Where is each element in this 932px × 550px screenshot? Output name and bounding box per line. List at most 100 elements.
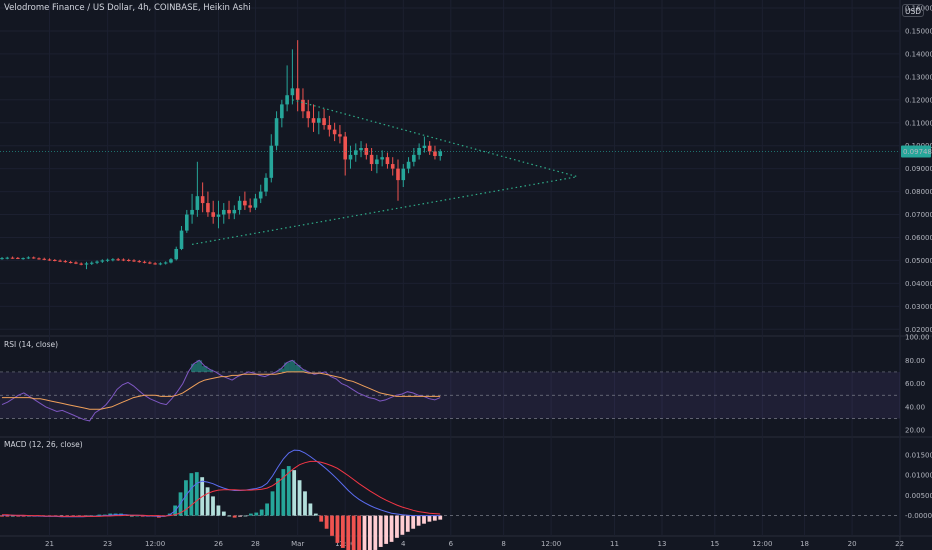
candle (16, 257, 20, 259)
candle (290, 88, 295, 96)
time-tick-label: 4 (401, 540, 406, 548)
rsi-overbought-fill (196, 360, 202, 372)
candle (253, 198, 258, 208)
macd-histogram-bar (362, 515, 367, 550)
macd-histogram-bar (10, 515, 15, 517)
macd-histogram-bar (427, 515, 432, 522)
candle (221, 209, 226, 215)
candle (237, 200, 242, 210)
time-tick-label: 12:00 (752, 540, 772, 548)
macd-histogram-bar (238, 515, 242, 517)
macd-histogram-bar (292, 470, 297, 516)
price-tick-label: 0.13000 (905, 73, 932, 81)
candle (100, 260, 105, 262)
candle (195, 196, 200, 210)
price-tick-label: 0.09000 (905, 165, 932, 173)
macd-histogram-bar (330, 515, 334, 536)
time-tick-label: 26 (214, 540, 223, 548)
candle (148, 262, 152, 264)
candle (301, 99, 305, 112)
macd-histogram-bar (184, 480, 188, 516)
macd-histogram-bar (346, 515, 351, 550)
time-tick-label: 12:00 (541, 540, 561, 548)
rsi-overbought-fill (289, 360, 296, 372)
candle (53, 259, 57, 261)
macd-histogram-bar (378, 515, 383, 547)
candle (264, 177, 268, 192)
price-tick-label: 0.16000 (905, 5, 932, 13)
macd-histogram-bar (368, 515, 372, 550)
macd-histogram-bar (129, 515, 134, 517)
candle (306, 111, 311, 119)
candle (111, 259, 115, 261)
candle (396, 168, 400, 181)
candle (68, 262, 73, 264)
pattern-upper-line (292, 99, 578, 178)
candle (200, 196, 205, 204)
candle (269, 145, 274, 178)
candle (121, 259, 126, 261)
candle (132, 260, 136, 262)
macd-histogram-bar (432, 515, 437, 521)
candle (116, 259, 120, 261)
candle (380, 157, 384, 160)
rsi-overbought-fill (284, 362, 290, 372)
chart-title: Velodrome Finance / US Dollar, 4h, COINB… (4, 3, 251, 13)
macd-histogram-bar (389, 515, 394, 542)
candle (190, 209, 194, 215)
candle (37, 258, 41, 260)
macd-tick-label: 0.01500 (905, 451, 932, 459)
macd-histogram-bar (232, 515, 237, 518)
rsi-tick-label: 80.00 (905, 357, 925, 365)
macd-histogram-bar (189, 473, 194, 516)
candle (163, 262, 168, 264)
macd-histogram-bar (335, 515, 340, 543)
candle (359, 147, 363, 151)
macd-tick-label: 0.01000 (905, 472, 932, 480)
candle (248, 205, 252, 208)
rsi-tick-label: 20.00 (905, 427, 925, 435)
price-tick-label: 0.08000 (905, 188, 932, 196)
time-tick-label: 15 (710, 540, 719, 548)
rsi-overbought-fill (300, 369, 307, 372)
candle (0, 258, 4, 260)
currency-button[interactable]: USD (902, 4, 924, 17)
candle (79, 263, 83, 265)
candle (174, 248, 179, 260)
macd-histogram-bar (416, 515, 421, 526)
candle (322, 118, 326, 126)
price-tick-label: 0.14000 (905, 50, 932, 58)
macd-histogram-bar (5, 515, 10, 517)
macd-histogram-bar (411, 515, 416, 529)
macd-histogram-bar (297, 480, 302, 516)
macd-histogram-bar (211, 496, 215, 516)
macd-histogram-bar (16, 515, 21, 517)
macd-histogram-bar (308, 503, 313, 516)
macd-histogram-bar (405, 515, 410, 532)
last-price-badge (901, 145, 931, 158)
time-tick-label: 12:00 (335, 540, 355, 548)
macd-histogram-bar (0, 515, 4, 517)
macd-legend-label: MACD (12, 26, close) (4, 440, 83, 449)
macd-histogram-bar (281, 469, 286, 516)
time-tick-label: 21 (45, 540, 54, 548)
time-tick-label: 28 (251, 540, 260, 548)
macd-histogram-bar (205, 487, 210, 516)
candle (375, 159, 379, 165)
candle (153, 263, 157, 265)
price-tick-label: 0.15000 (905, 27, 932, 35)
macd-histogram-bar (102, 514, 107, 516)
macd-histogram-bar (135, 515, 140, 517)
price-tick-label: 0.02000 (905, 326, 932, 334)
candle (105, 259, 110, 261)
candle (216, 214, 221, 217)
time-tick-label: 23 (103, 540, 112, 548)
macd-histogram-bar (384, 515, 389, 544)
price-tick-label: 0.05000 (905, 257, 932, 265)
candle (84, 263, 89, 265)
macd-histogram-bar (216, 505, 221, 516)
macd-tick-label: 0.00500 (905, 492, 932, 500)
candle (390, 164, 395, 169)
candle (42, 258, 47, 260)
